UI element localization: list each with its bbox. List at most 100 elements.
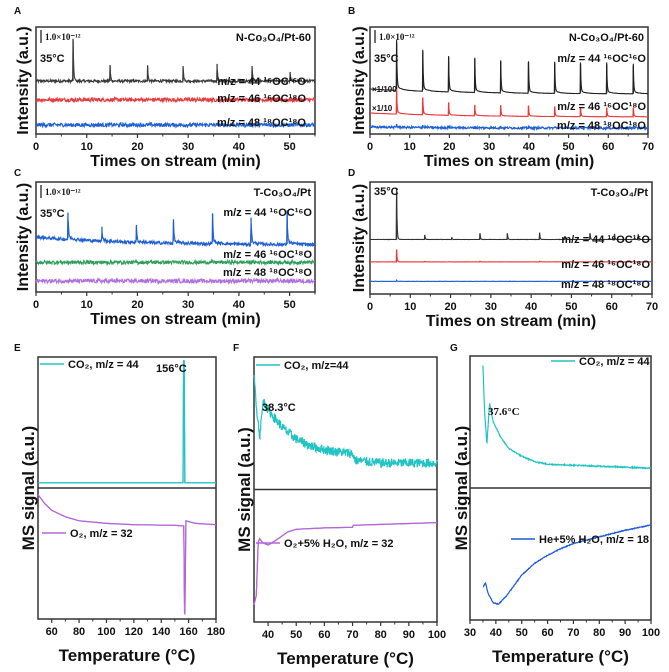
scale-factor-label: ×1/100	[372, 85, 397, 94]
series-label: m/z = 46 ¹⁶OC¹⁸O	[217, 93, 306, 105]
series-label: m/z = 44 ¹⁶OC¹⁶O	[223, 207, 312, 219]
x-tick-label: 50	[565, 301, 577, 313]
x-tick-label: 80	[73, 626, 85, 638]
x-tick-label: 80	[593, 627, 605, 639]
scale-bar-label: 1.0×10⁻¹²	[45, 32, 81, 42]
series-line-2	[35, 120, 316, 129]
x-tick-label: 70	[567, 627, 579, 639]
y-axis-title: MS signal (a.u.)	[235, 427, 254, 552]
x-tick-label: 70	[346, 629, 358, 641]
x-tick-label: 70	[642, 141, 654, 153]
series-line-0	[370, 39, 648, 95]
series-label: m/z = 44 ¹⁶OC¹⁶O	[561, 234, 650, 246]
panel-label: A	[14, 6, 21, 17]
series-label: m/z = 46 ¹⁶OC¹⁸O	[223, 249, 312, 261]
series-line-2	[369, 124, 649, 132]
sample-label: N-Co₃O₄/Pt-60	[236, 32, 311, 44]
series-label: m/z = 48 ¹⁸OC¹⁸O	[223, 267, 312, 279]
x-tick-label: 60	[602, 141, 614, 153]
panel-label: E	[14, 343, 21, 354]
scale-bar-label: 1.0×10⁻¹²	[45, 187, 81, 197]
x-tick-label: 0	[33, 141, 39, 153]
series-keypoints-1	[37, 494, 217, 615]
x-tick-label: 100	[428, 629, 446, 641]
legend-label: CO₂, m/z = 44	[68, 359, 139, 371]
x-tick-label: 10	[81, 141, 93, 153]
x-tick-label: 100	[97, 626, 115, 638]
x-tick-label: 50	[284, 299, 296, 311]
y-axis-title: Intensity (a.u.)	[351, 26, 368, 134]
series-line-1	[369, 89, 649, 118]
x-tick-label: 40	[525, 301, 537, 313]
x-tick-label: 0	[33, 299, 39, 311]
x-tick-label: 50	[516, 627, 528, 639]
sample-label: T-Co₃O₄/Pt	[254, 187, 312, 199]
panel-label: G	[450, 343, 458, 354]
x-tick-label: 10	[404, 301, 416, 313]
legend-label: CO₂, m/z=44	[284, 360, 349, 372]
x-tick-label: 60	[318, 629, 330, 641]
peak-annotation: 37.6°C	[488, 406, 520, 418]
legend-label: He+5% H₂O, m/z = 18	[539, 534, 649, 546]
temperature-label: 35°C	[40, 208, 65, 220]
series-line-0	[38, 360, 216, 484]
x-tick-label: 0	[367, 141, 373, 153]
series-label: m/z = 48 ¹⁸OC¹⁸O	[557, 120, 646, 132]
x-tick-label: 60	[46, 626, 58, 638]
x-tick-label: 30	[483, 141, 495, 153]
plot-frame	[35, 26, 316, 135]
x-tick-label: 40	[523, 141, 535, 153]
series-line-0	[369, 189, 653, 241]
series-line-2	[35, 277, 316, 286]
x-tick-label: 80	[375, 629, 387, 641]
series-label: m/z = 46 ¹⁶OC¹⁸O	[561, 259, 650, 271]
temperature-label: 35°C	[374, 53, 399, 65]
x-tick-label: 70	[646, 301, 658, 313]
x-tick-label: 40	[233, 141, 245, 153]
peak-annotation: 156°C	[156, 363, 187, 375]
series-label: m/z = 48 ¹⁸OC¹⁸O	[561, 279, 650, 291]
scale-factor-label: ×1/10	[372, 104, 393, 113]
peak-annotation: 38.3°C	[262, 402, 296, 414]
x-tick-label: 50	[284, 141, 296, 153]
legend-label: CO₂, m/z = 44	[579, 356, 650, 368]
x-tick-label: 40	[490, 627, 502, 639]
x-tick-label: 30	[182, 141, 194, 153]
series-line-1	[37, 494, 216, 614]
x-tick-label: 50	[290, 629, 302, 641]
x-tick-label: 20	[131, 299, 143, 311]
series-line-1	[35, 95, 316, 104]
y-axis-title: Intensity (a.u.)	[351, 184, 368, 292]
temperature-label: 35°C	[40, 53, 65, 65]
legend-label: O₂, m/z = 32	[70, 528, 133, 540]
x-tick-label: 40	[233, 299, 245, 311]
y-axis-title: Intensity (a.u.)	[15, 183, 32, 291]
x-axis-title: Times on stream (min)	[424, 153, 594, 170]
series-line-1	[482, 524, 652, 606]
panel-label: D	[348, 168, 355, 179]
x-tick-label: 20	[443, 141, 455, 153]
x-axis-title: Times on stream (min)	[90, 311, 260, 328]
series-line-0	[253, 374, 438, 468]
x-tick-label: 20	[444, 301, 456, 313]
series-label: m/z = 46 ¹⁶OC¹⁸O	[557, 101, 646, 113]
panel-label: F	[233, 343, 239, 354]
x-tick-label: 140	[152, 626, 170, 638]
y-axis-title: MS signal (a.u.)	[452, 426, 471, 551]
series-line-0	[482, 365, 652, 470]
sample-label: T-Co₃O₄/Pt	[591, 187, 649, 199]
panel-label: C	[14, 168, 21, 179]
x-tick-label: 160	[179, 626, 197, 638]
x-axis-title: Times on stream (min)	[90, 153, 260, 170]
x-tick-label: 0	[367, 301, 373, 313]
x-tick-label: 30	[464, 627, 476, 639]
x-axis-title: Times on stream (min)	[426, 313, 596, 330]
y-axis-title: MS signal (a.u.)	[19, 426, 38, 551]
sample-label: N-Co₃O₄/Pt-60	[569, 32, 644, 44]
x-tick-label: 40	[262, 629, 274, 641]
series-line-0	[35, 210, 316, 248]
series-label: m/z = 44 ¹⁶OC¹⁶O	[217, 76, 306, 88]
series-line-0	[35, 40, 316, 85]
